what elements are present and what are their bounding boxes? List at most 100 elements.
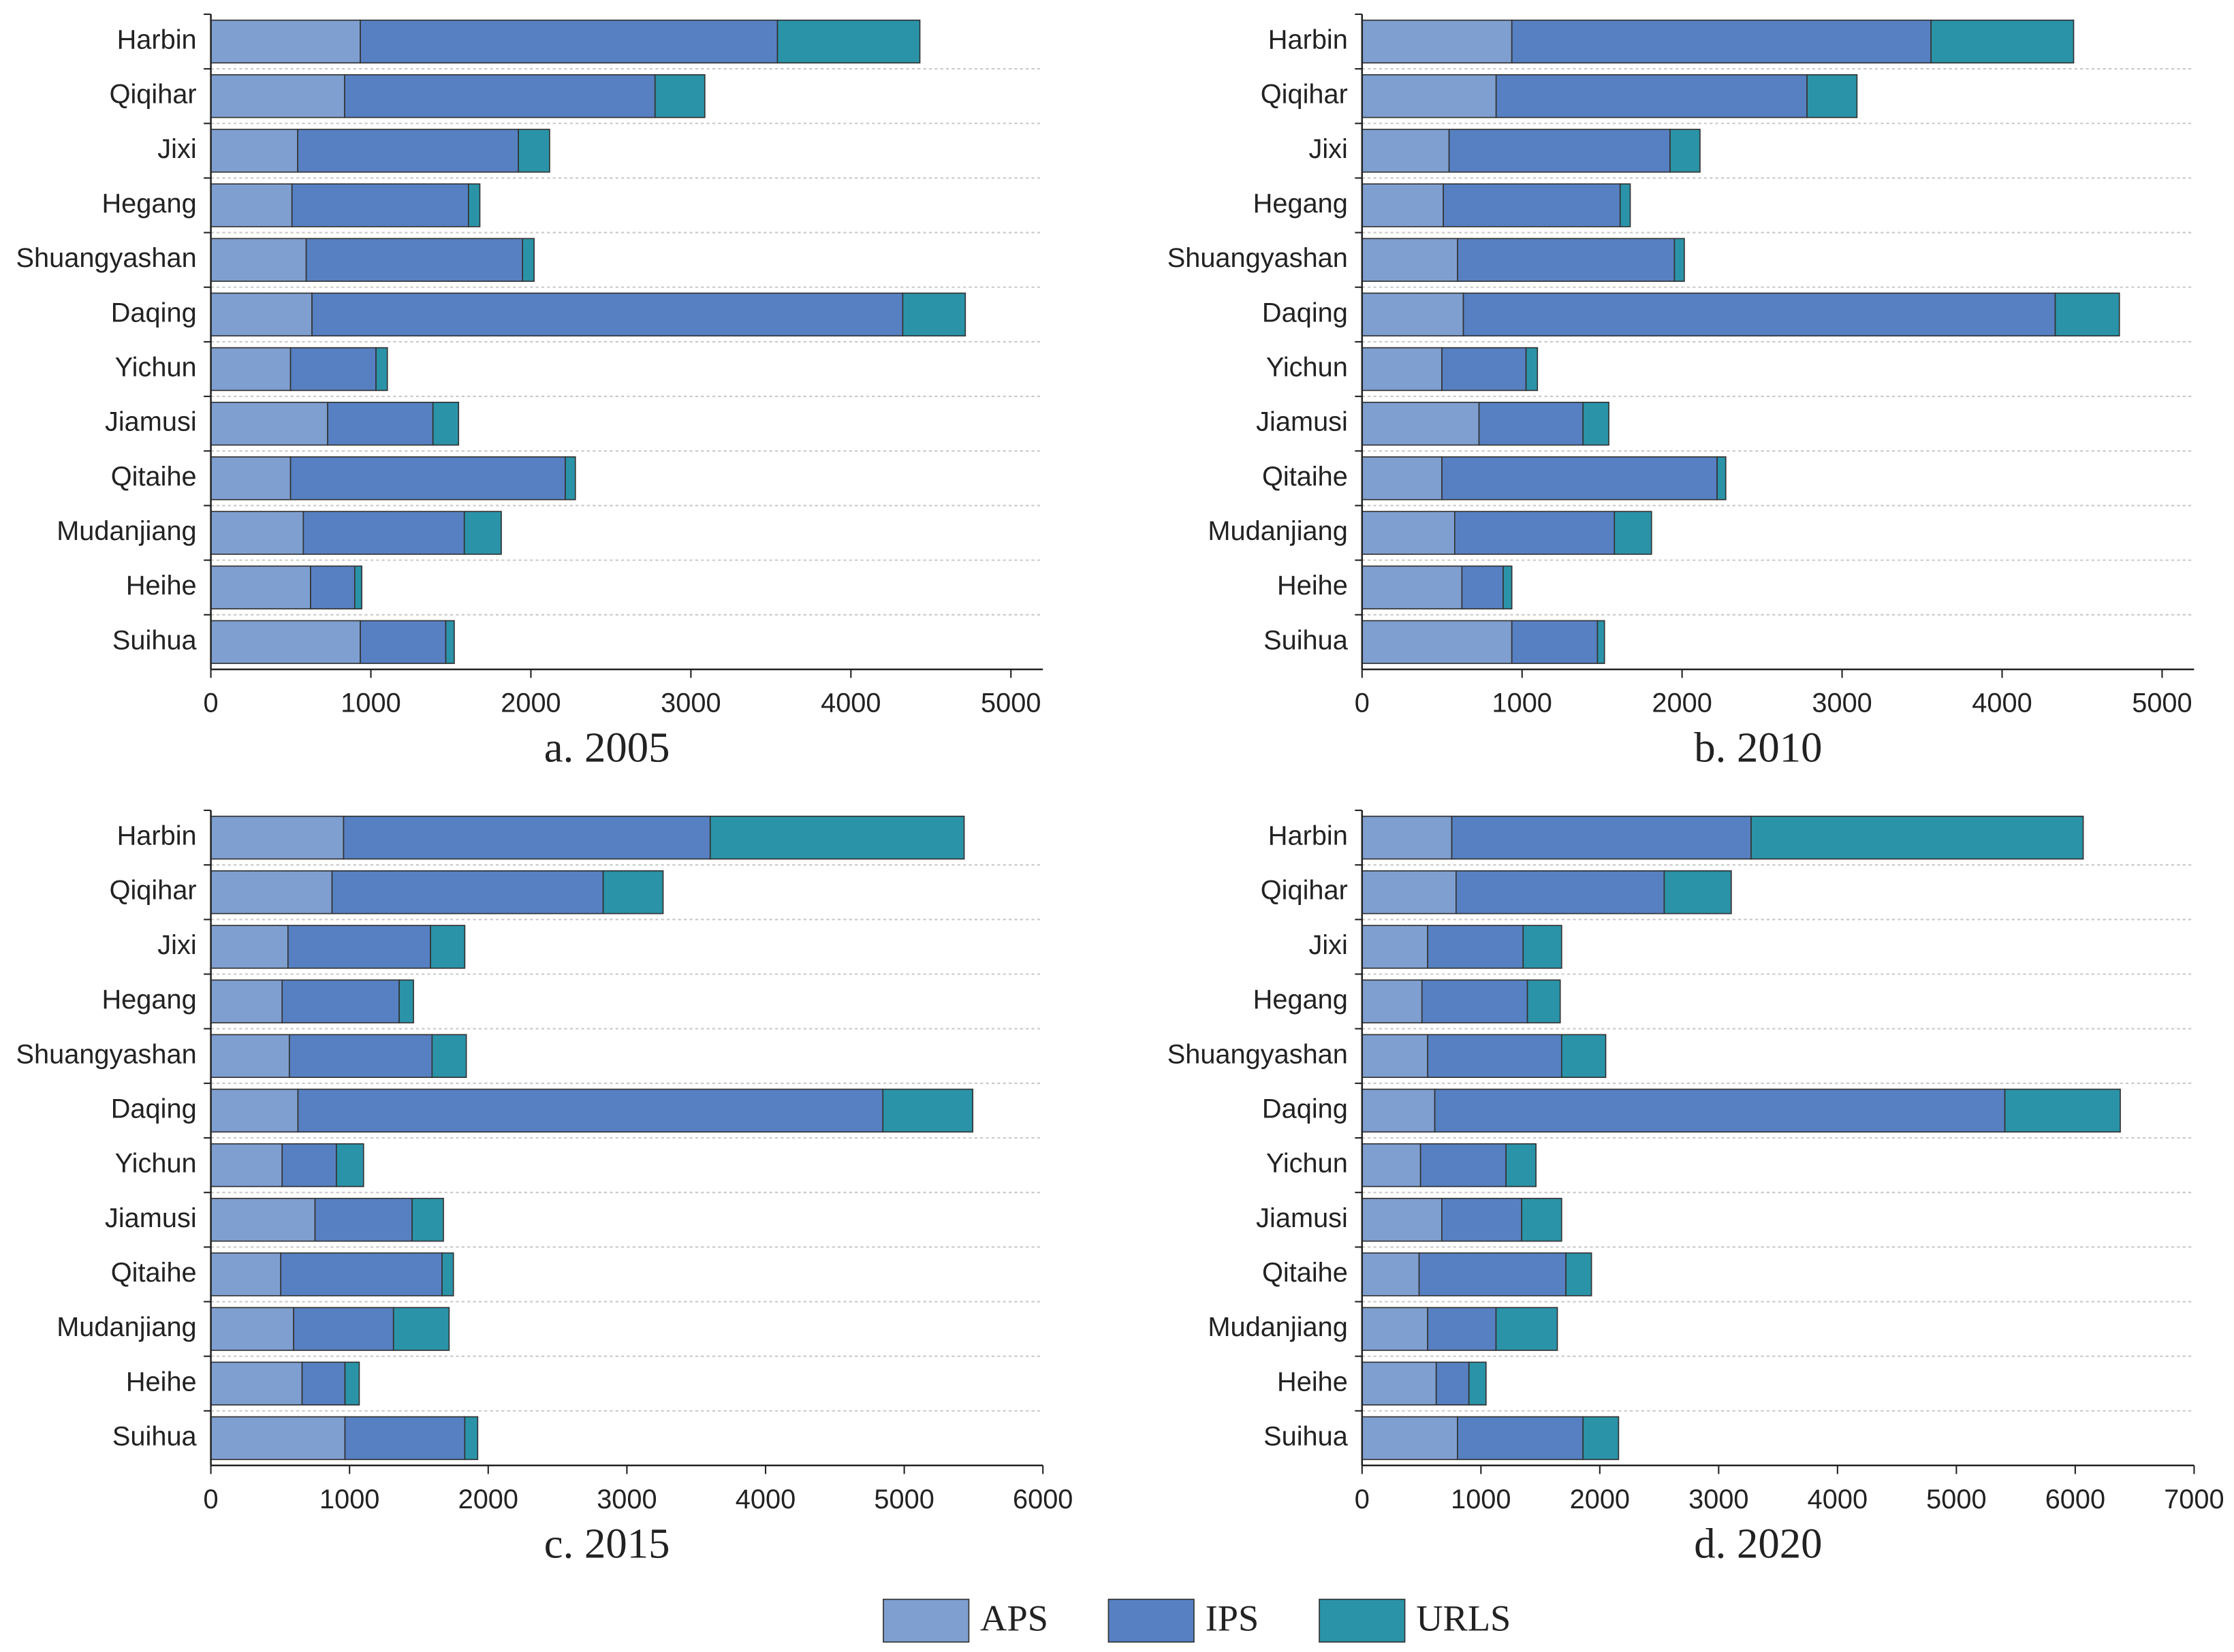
bar-segment: [1503, 565, 1513, 609]
x-tick-label: 2000: [1570, 1484, 1630, 1514]
bar-segment: [1361, 238, 1458, 282]
bar-segment: [1582, 1416, 1620, 1461]
bar-segment: [392, 1307, 450, 1351]
bar-segment: [1361, 19, 1513, 64]
y-tick-label: Jixi: [1308, 134, 1347, 164]
y-tick-label: Suihua: [1263, 625, 1349, 655]
bar-segment: [344, 74, 656, 118]
x-tick-label: 1000: [1451, 1484, 1511, 1514]
x-tick-label: 4000: [1808, 1484, 1868, 1514]
bar-segment: [602, 870, 664, 915]
bar-segment: [210, 401, 328, 446]
y-tick-label: Harbin: [117, 821, 197, 851]
x-tick-label: 4000: [821, 688, 881, 718]
bar-segment: [2054, 292, 2120, 337]
bar-segment: [398, 979, 414, 1023]
x-tick-label: 2000: [1652, 688, 1712, 718]
bar-segment: [1361, 1143, 1421, 1188]
y-tick-label: Jixi: [157, 134, 196, 164]
bar-segment: [1427, 925, 1524, 969]
bar-segment: [1456, 870, 1665, 915]
bar-segment: [1511, 620, 1599, 665]
bar-segment: [1468, 1361, 1487, 1405]
bar-segment: [1361, 292, 1464, 337]
bar-segment: [1434, 1088, 2006, 1133]
bar-segment: [445, 620, 455, 665]
bar-segment: [1525, 347, 1539, 392]
bar-segment: [302, 511, 465, 555]
y-tick-label: Daqing: [1262, 1094, 1348, 1124]
bar-segment: [280, 1252, 443, 1297]
x-tick-label: 1000: [319, 1484, 379, 1514]
bar-segment: [1457, 1416, 1584, 1461]
bar-segment: [288, 1034, 433, 1078]
bar-segment: [431, 1034, 467, 1078]
y-tick-label: Jixi: [157, 930, 196, 960]
bar-segment: [1448, 129, 1671, 173]
bar-segment: [1461, 565, 1504, 609]
bar-segment: [1361, 183, 1444, 227]
bar-segment: [305, 238, 524, 282]
bar-segment: [331, 870, 604, 915]
bar-segment: [1511, 19, 1932, 64]
bar-segment: [522, 238, 535, 282]
x-tick-label: 0: [1355, 688, 1370, 718]
bar-segment: [1582, 401, 1609, 446]
bar-segment: [1614, 511, 1652, 555]
bar-segment: [297, 1088, 884, 1133]
y-tick-label: Harbin: [1268, 821, 1348, 851]
bar-segment: [344, 1416, 466, 1461]
y-tick-label: Mudanjiang: [57, 1312, 196, 1342]
bar-segment: [210, 347, 292, 392]
bar-segment: [336, 1143, 364, 1188]
x-tick-label: 2000: [458, 1484, 518, 1514]
bar-segment: [463, 511, 502, 555]
bar-segment: [1806, 74, 1858, 118]
bar-segment: [210, 1088, 299, 1133]
bar-segment: [1669, 129, 1701, 173]
bar-segment: [210, 925, 289, 969]
bar-segment: [776, 19, 921, 64]
bar-segment: [1361, 347, 1443, 392]
x-tick-label: 5000: [874, 1484, 934, 1514]
bar-segment: [291, 183, 469, 227]
bar-segment: [375, 347, 388, 392]
bar-segment: [1451, 815, 1752, 860]
chart-title: d. 2020: [1694, 1520, 1822, 1568]
y-tick-label: Daqing: [111, 298, 197, 328]
bar-segment: [565, 456, 576, 501]
legend-swatch: [1107, 1598, 1195, 1643]
bar-segment: [1361, 620, 1513, 665]
bar-segment: [327, 401, 434, 446]
y-tick-label: Harbin: [117, 25, 197, 55]
x-tick-label: 6000: [1013, 1484, 1073, 1514]
bar-segment: [709, 815, 965, 860]
bar-segment: [1419, 1143, 1507, 1188]
bar-segment: [210, 815, 345, 860]
y-tick-label: Jiamusi: [1256, 1203, 1348, 1233]
y-tick-label: Qitaihe: [111, 462, 197, 492]
chart-title: a. 2005: [544, 724, 670, 772]
bar-segment: [353, 565, 362, 609]
bar-segment: [1361, 565, 1463, 609]
bar-segment: [1457, 238, 1676, 282]
bar-segment: [210, 183, 293, 227]
bar-segment: [518, 129, 550, 173]
bar-segment: [1427, 1307, 1497, 1351]
bar-segment: [1716, 456, 1727, 501]
bar-segment: [210, 1034, 290, 1078]
y-tick-label: Mudanjiang: [57, 516, 196, 546]
bar-segment: [1521, 1198, 1562, 1242]
y-tick-label: Heihe: [1277, 571, 1348, 601]
x-tick-label: 1000: [341, 688, 400, 718]
y-tick-label: Jixi: [1308, 930, 1347, 960]
x-tick-label: 0: [204, 688, 219, 718]
bar-segment: [1462, 292, 2056, 337]
y-tick-label: Suihua: [1263, 1421, 1349, 1451]
bar-segment: [1361, 74, 1497, 118]
bar-segment: [287, 925, 431, 969]
bar-segment: [1361, 979, 1423, 1023]
bar-segment: [1361, 1088, 1436, 1133]
y-tick-label: Qiqihar: [110, 876, 197, 906]
bar-segment: [1361, 1252, 1420, 1297]
